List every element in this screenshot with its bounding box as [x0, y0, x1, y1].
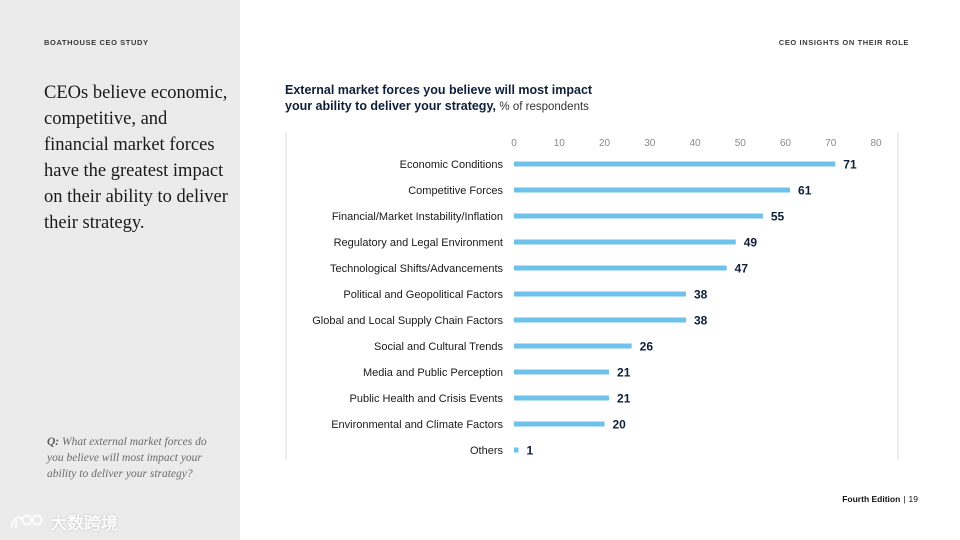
bar [514, 161, 836, 167]
value-label: 38 [694, 314, 708, 328]
bar [514, 317, 686, 323]
question-prefix: Q: [47, 436, 60, 448]
value-label: 55 [771, 210, 785, 224]
x-tick-label: 50 [735, 138, 747, 149]
x-tick-label: 20 [599, 138, 611, 149]
value-label: 21 [617, 366, 631, 380]
value-label: 47 [735, 262, 749, 276]
category-label: Environmental and Climate Factors [331, 419, 503, 431]
watermark-logo-icon [11, 514, 43, 528]
x-tick-label: 70 [825, 138, 837, 149]
category-label: Competitive Forces [408, 185, 503, 197]
x-tick-label: 80 [870, 138, 882, 149]
category-label: Global and Local Supply Chain Factors [312, 315, 503, 327]
value-label: 26 [640, 340, 654, 354]
x-tick-label: 30 [644, 138, 656, 149]
category-label: Regulatory and Legal Environment [334, 237, 503, 249]
bar [514, 291, 686, 297]
chart-title-line2: your ability to deliver your strategy, [285, 99, 496, 113]
category-label: Political and Geopolitical Factors [343, 289, 503, 301]
chart-subtitle: % of respondents [499, 101, 589, 113]
x-tick-label: 60 [780, 138, 792, 149]
footer-separator: | [903, 494, 906, 504]
sidebar-panel [0, 0, 240, 540]
sidebar-headline: CEOs believe economic, competitive, and … [44, 83, 228, 233]
watermark: 大数跨境 [10, 510, 118, 533]
bar [514, 369, 610, 375]
value-label: 61 [798, 184, 812, 198]
bar [514, 187, 791, 193]
edition-label: Fourth Edition [842, 494, 901, 504]
survey-question: Q: What external market forces do you be… [47, 434, 207, 482]
footer: Fourth Edition | 19 [842, 494, 918, 504]
category-label: Public Health and Crisis Events [350, 393, 504, 405]
category-label: Social and Cultural Trends [374, 341, 504, 353]
category-label: Economic Conditions [400, 159, 504, 171]
category-label: Others [470, 445, 504, 457]
value-label: 20 [613, 418, 627, 432]
value-label: 21 [617, 392, 631, 406]
question-text: What external market forces do you belie… [47, 436, 207, 480]
bar [514, 239, 736, 245]
value-label: 38 [694, 288, 708, 302]
value-label: 71 [843, 158, 857, 172]
section-label: CEO INSIGHTS ON THEIR ROLE [778, 38, 909, 47]
x-tick-label: 40 [689, 138, 701, 149]
category-label: Financial/Market Instability/Inflation [332, 211, 503, 223]
x-tick-label: 10 [554, 138, 566, 149]
page-number: 19 [908, 494, 918, 504]
bar [514, 421, 605, 427]
chart-title-line1: External market forces you believe will … [285, 83, 593, 97]
study-label: BOATHOUSE CEO STUDY [44, 38, 149, 47]
category-label: Technological Shifts/Advancements [330, 263, 504, 275]
value-label: 49 [744, 236, 758, 250]
chart-title: External market forces you believe will … [285, 82, 665, 115]
watermark-text: 大数跨境 [50, 513, 118, 533]
bar [514, 395, 610, 401]
value-label: 1 [527, 444, 534, 458]
bar [514, 343, 632, 349]
x-tick-label: 0 [511, 138, 517, 149]
category-label: Media and Public Perception [363, 367, 503, 379]
bar [514, 447, 519, 453]
bar [514, 265, 727, 271]
bar [514, 213, 763, 219]
